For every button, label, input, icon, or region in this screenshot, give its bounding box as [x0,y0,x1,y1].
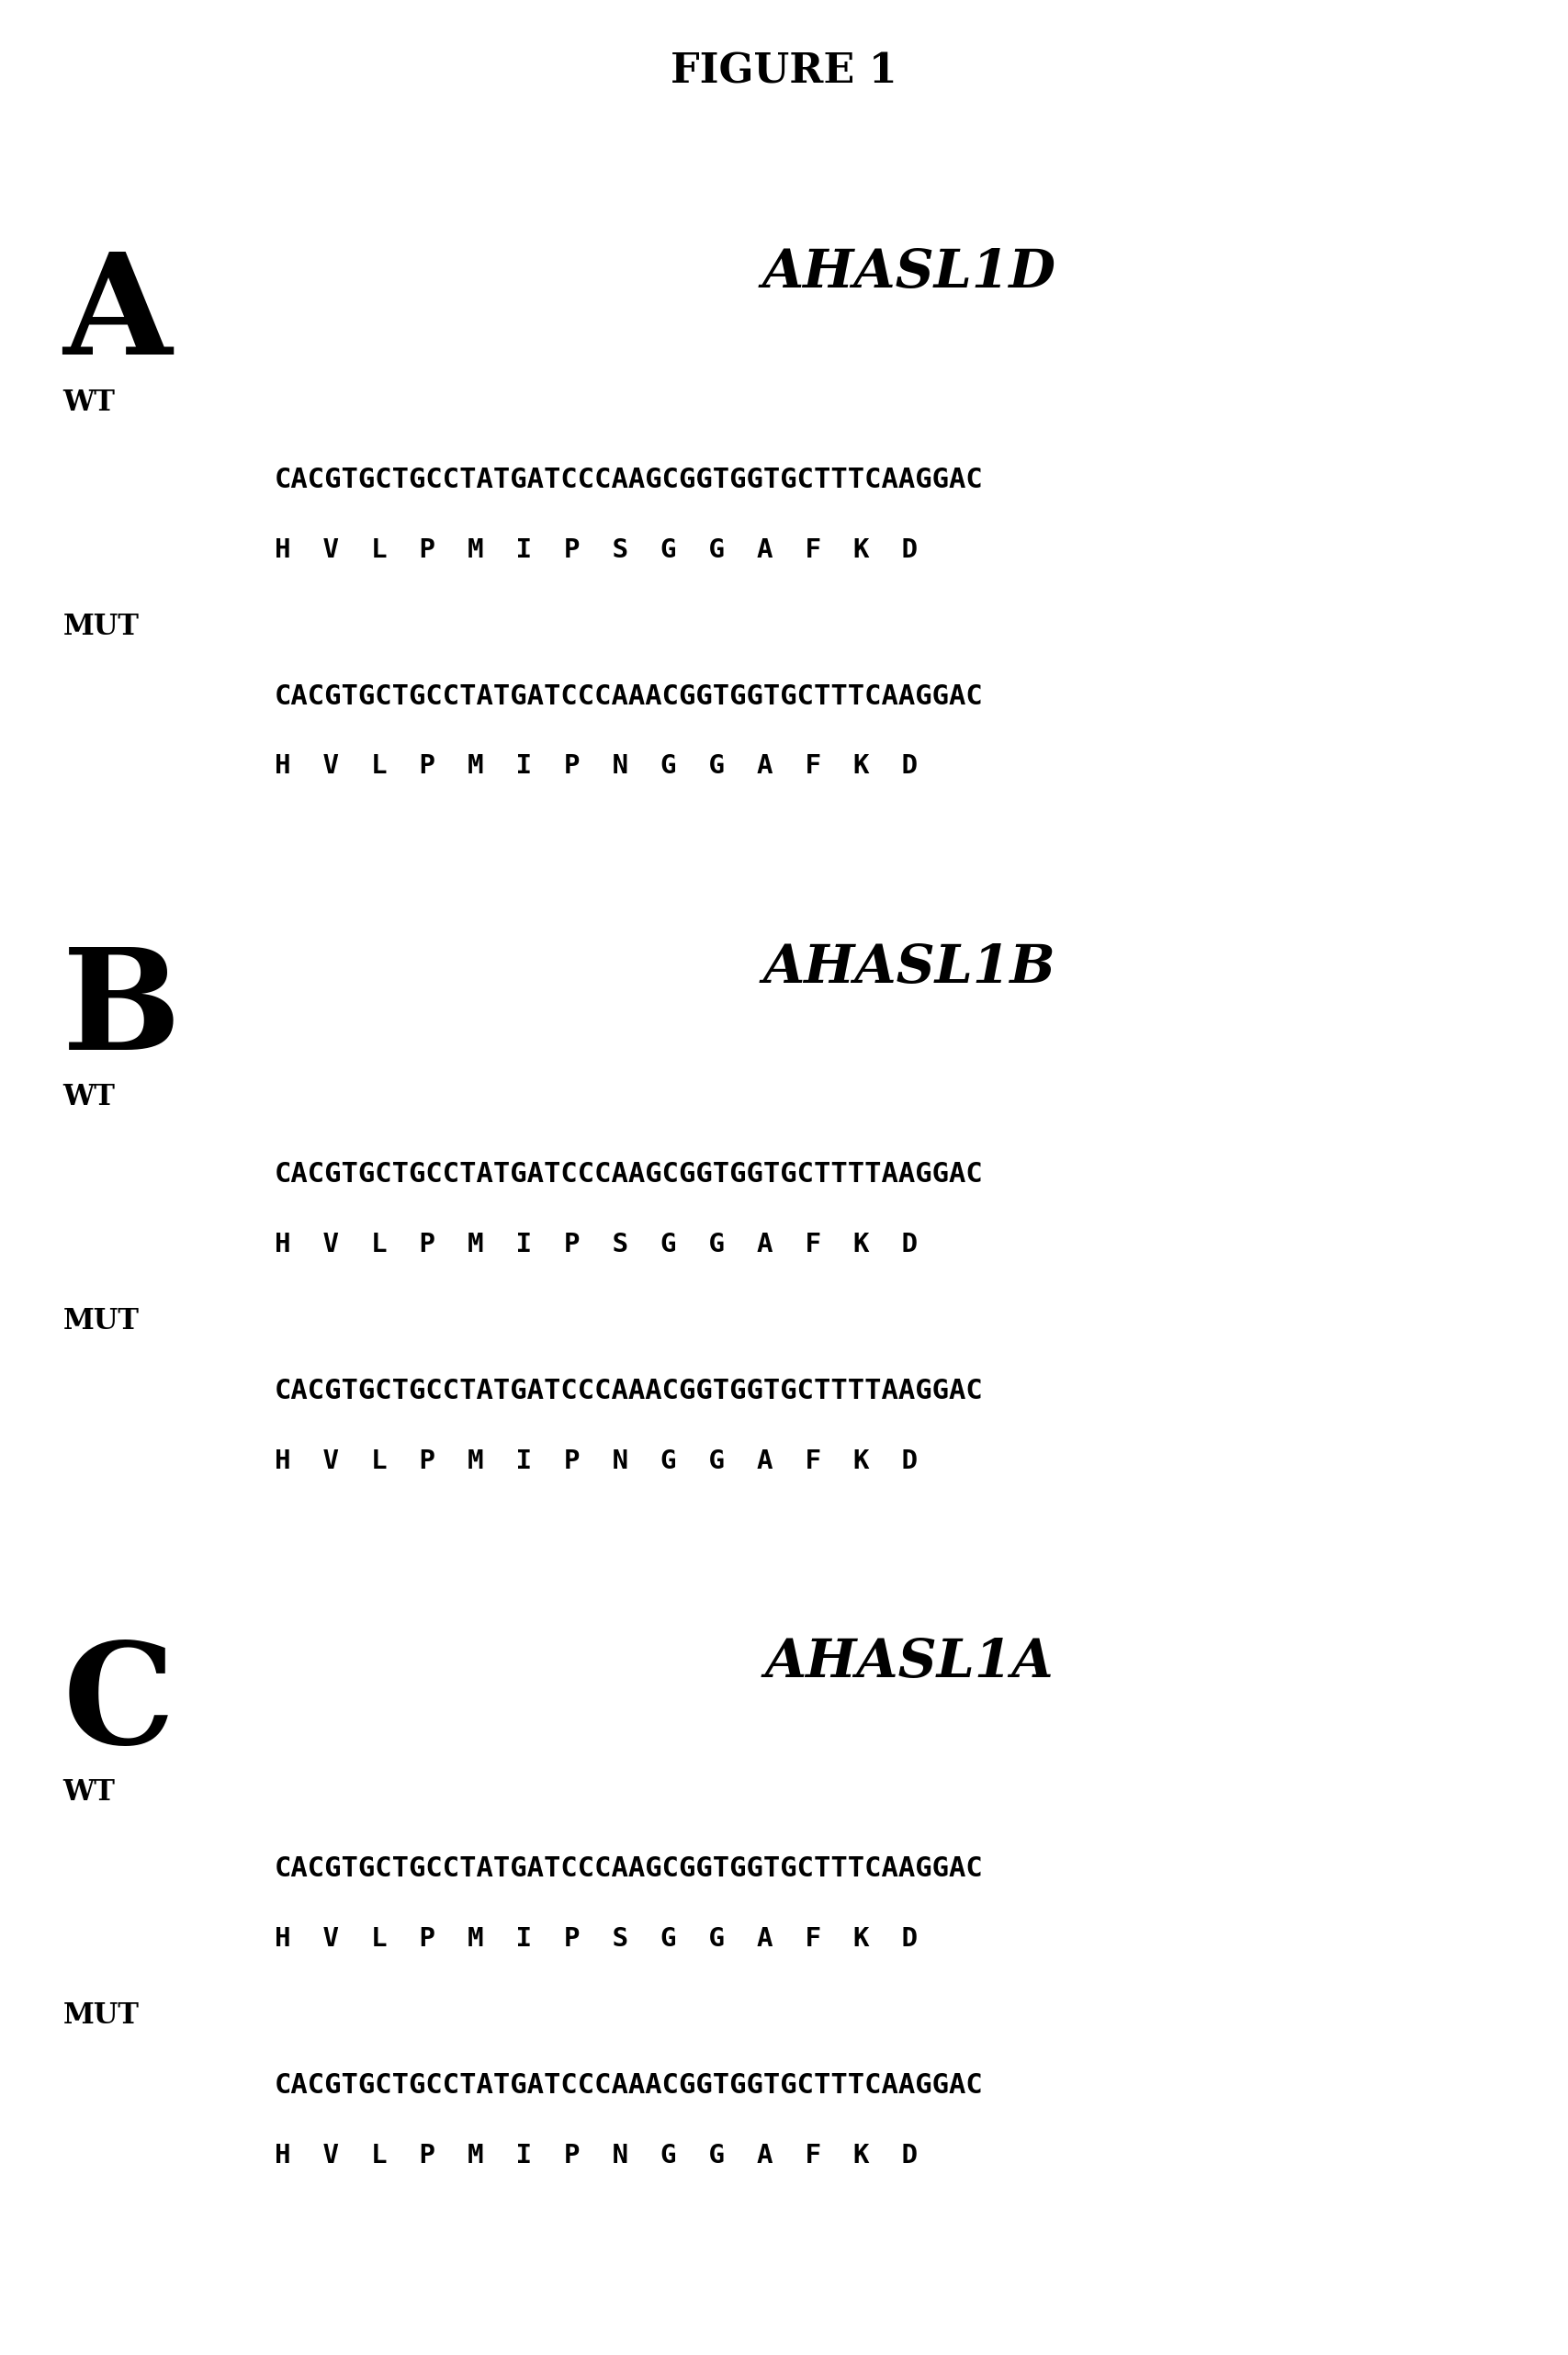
Text: H  V  L  P  M  I  P  S  G  G  A  F  K  D: H V L P M I P S G G A F K D [274,1926,917,1952]
Text: CACGTGCTGCCTATGATCCCAAACGGTGGTGCTTTCAAGGAC: CACGTGCTGCCTATGATCCCAAACGGTGGTGCTTTCAAGG… [274,683,983,709]
Text: A: A [63,247,171,384]
Text: WT: WT [63,1778,114,1806]
Text: AHASL1A: AHASL1A [765,1637,1054,1689]
Text: MUT: MUT [63,1307,140,1335]
Text: FIGURE 1: FIGURE 1 [671,52,897,92]
Text: H  V  L  P  M  I  P  S  G  G  A  F  K  D: H V L P M I P S G G A F K D [274,1232,917,1258]
Text: MUT: MUT [63,2002,140,2030]
Text: CACGTGCTGCCTATGATCCCAAACGGTGGTGCTTTTAAGGAC: CACGTGCTGCCTATGATCCCAAACGGTGGTGCTTTTAAGG… [274,1378,983,1404]
Text: AHASL1B: AHASL1B [764,942,1055,994]
Text: MUT: MUT [63,612,140,641]
Text: C: C [63,1637,174,1773]
Text: H  V  L  P  M  I  P  N  G  G  A  F  K  D: H V L P M I P N G G A F K D [274,2143,917,2169]
Text: B: B [63,942,182,1079]
Text: CACGTGCTGCCTATGATCCCAAACGGTGGTGCTTTCAAGGAC: CACGTGCTGCCTATGATCCCAAACGGTGGTGCTTTCAAGG… [274,2072,983,2098]
Text: H  V  L  P  M  I  P  N  G  G  A  F  K  D: H V L P M I P N G G A F K D [274,754,917,780]
Text: CACGTGCTGCCTATGATCCCAAGCGGTGGTGCTTTCAAGGAC: CACGTGCTGCCTATGATCCCAAGCGGTGGTGCTTTCAAGG… [274,466,983,492]
Text: H  V  L  P  M  I  P  S  G  G  A  F  K  D: H V L P M I P S G G A F K D [274,537,917,563]
Text: H  V  L  P  M  I  P  N  G  G  A  F  K  D: H V L P M I P N G G A F K D [274,1448,917,1474]
Text: WT: WT [63,389,114,417]
Text: CACGTGCTGCCTATGATCCCAAGCGGTGGTGCTTTCAAGGAC: CACGTGCTGCCTATGATCCCAAGCGGTGGTGCTTTCAAGG… [274,1856,983,1882]
Text: WT: WT [63,1083,114,1112]
Text: AHASL1D: AHASL1D [762,247,1057,299]
Text: CACGTGCTGCCTATGATCCCAAGCGGTGGTGCTTTTAAGGAC: CACGTGCTGCCTATGATCCCAAGCGGTGGTGCTTTTAAGG… [274,1161,983,1187]
